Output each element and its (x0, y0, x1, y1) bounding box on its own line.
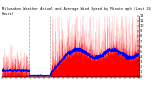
Text: Milwaukee Weather Actual and Average Wind Speed by Minute mph (Last 24 Hours): Milwaukee Weather Actual and Average Win… (2, 7, 150, 16)
